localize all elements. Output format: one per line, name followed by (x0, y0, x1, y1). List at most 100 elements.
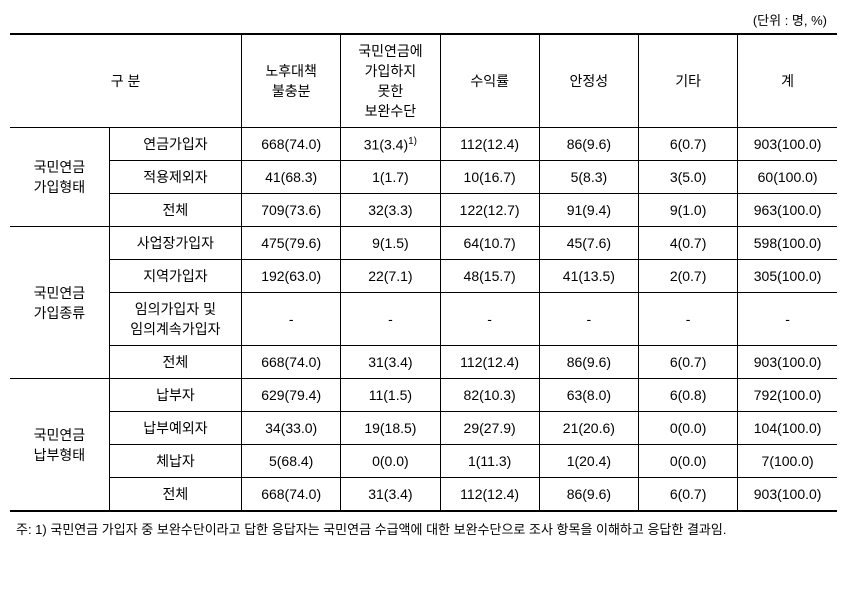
data-cell: 668(74.0) (242, 128, 341, 161)
data-cell: 192(63.0) (242, 260, 341, 293)
data-cell: 63(8.0) (539, 379, 638, 412)
unit-label: (단위 : 명, %) (10, 10, 837, 29)
data-cell: 6(0.8) (638, 379, 737, 412)
data-cell: 41(68.3) (242, 161, 341, 194)
data-cell: 11(1.5) (341, 379, 440, 412)
data-cell: 21(20.6) (539, 412, 638, 445)
data-cell: 45(7.6) (539, 227, 638, 260)
data-cell: 7(100.0) (738, 445, 837, 478)
data-cell: 629(79.4) (242, 379, 341, 412)
data-cell: 9(1.5) (341, 227, 440, 260)
row-label: 전체 (109, 346, 241, 379)
data-cell: - (539, 293, 638, 346)
table-row: 전체709(73.6)32(3.3)122(12.7)91(9.4)9(1.0)… (10, 194, 837, 227)
data-cell: - (738, 293, 837, 346)
table-row: 전체668(74.0)31(3.4)112(12.4)86(9.6)6(0.7)… (10, 346, 837, 379)
data-cell: 709(73.6) (242, 194, 341, 227)
data-cell: 64(10.7) (440, 227, 539, 260)
data-cell: 963(100.0) (738, 194, 837, 227)
table-row: 지역가입자192(63.0)22(7.1)48(15.7)41(13.5)2(0… (10, 260, 837, 293)
row-label: 적용제외자 (109, 161, 241, 194)
data-cell: 31(3.4) (341, 478, 440, 512)
group-label: 국민연금가입종류 (10, 227, 109, 379)
table-body: 국민연금가입형태연금가입자668(74.0)31(3.4)1)112(12.4)… (10, 128, 837, 512)
footnote: 주: 1) 국민연금 가입자 중 보완수단이라고 답한 응답자는 국민연금 수급… (52, 520, 837, 541)
data-cell: 60(100.0) (738, 161, 837, 194)
data-cell: 9(1.0) (638, 194, 737, 227)
data-cell: 6(0.7) (638, 478, 737, 512)
data-cell: 903(100.0) (738, 128, 837, 161)
data-cell: 104(100.0) (738, 412, 837, 445)
group-label: 국민연금납부형태 (10, 379, 109, 512)
table-row: 적용제외자41(68.3)1(1.7)10(16.7)5(8.3)3(5.0)6… (10, 161, 837, 194)
row-label: 체납자 (109, 445, 241, 478)
header-col1: 노후대책불충분 (242, 34, 341, 128)
data-cell: 0(0.0) (638, 445, 737, 478)
row-label: 임의가입자 및임의계속가입자 (109, 293, 241, 346)
data-cell: 31(3.4) (341, 346, 440, 379)
row-label: 납부예외자 (109, 412, 241, 445)
data-cell: 305(100.0) (738, 260, 837, 293)
data-cell: 0(0.0) (638, 412, 737, 445)
data-cell: 4(0.7) (638, 227, 737, 260)
data-cell: 792(100.0) (738, 379, 837, 412)
table-row: 납부예외자34(33.0)19(18.5)29(27.9)21(20.6)0(0… (10, 412, 837, 445)
data-cell: 2(0.7) (638, 260, 737, 293)
data-cell: - (638, 293, 737, 346)
header-category: 구 분 (10, 34, 242, 128)
data-cell: - (440, 293, 539, 346)
data-cell: 122(12.7) (440, 194, 539, 227)
header-col3: 수익률 (440, 34, 539, 128)
data-cell: 22(7.1) (341, 260, 440, 293)
row-label: 납부자 (109, 379, 241, 412)
data-cell: 6(0.7) (638, 346, 737, 379)
data-cell: 10(16.7) (440, 161, 539, 194)
data-cell: 1(1.7) (341, 161, 440, 194)
table-row: 전체668(74.0)31(3.4)112(12.4)86(9.6)6(0.7)… (10, 478, 837, 512)
row-label: 사업장가입자 (109, 227, 241, 260)
header-col6: 계 (738, 34, 837, 128)
data-cell: 86(9.6) (539, 478, 638, 512)
data-cell: 112(12.4) (440, 128, 539, 161)
row-label: 지역가입자 (109, 260, 241, 293)
data-cell: 86(9.6) (539, 128, 638, 161)
table-row: 국민연금가입형태연금가입자668(74.0)31(3.4)1)112(12.4)… (10, 128, 837, 161)
table-row: 국민연금가입종류사업장가입자475(79.6)9(1.5)64(10.7)45(… (10, 227, 837, 260)
data-cell: 3(5.0) (638, 161, 737, 194)
data-cell: 1(20.4) (539, 445, 638, 478)
data-cell: 34(33.0) (242, 412, 341, 445)
data-cell: 31(3.4)1) (341, 128, 440, 161)
header-col5: 기타 (638, 34, 737, 128)
data-cell: 6(0.7) (638, 128, 737, 161)
data-cell: 668(74.0) (242, 478, 341, 512)
row-label: 전체 (109, 478, 241, 512)
data-cell: 0(0.0) (341, 445, 440, 478)
data-cell: 598(100.0) (738, 227, 837, 260)
group-label: 국민연금가입형태 (10, 128, 109, 227)
data-cell: 5(68.4) (242, 445, 341, 478)
data-table: 구 분 노후대책불충분 국민연금에가입하지못한보완수단 수익률 안정성 기타 계… (10, 33, 837, 512)
header-col4: 안정성 (539, 34, 638, 128)
data-cell: 903(100.0) (738, 478, 837, 512)
data-cell: 41(13.5) (539, 260, 638, 293)
row-label: 전체 (109, 194, 241, 227)
data-cell: 91(9.4) (539, 194, 638, 227)
table-row: 국민연금납부형태납부자629(79.4)11(1.5)82(10.3)63(8.… (10, 379, 837, 412)
header-col2: 국민연금에가입하지못한보완수단 (341, 34, 440, 128)
row-label: 연금가입자 (109, 128, 241, 161)
data-cell: 668(74.0) (242, 346, 341, 379)
data-cell: 32(3.3) (341, 194, 440, 227)
table-row: 체납자5(68.4)0(0.0)1(11.3)1(20.4)0(0.0)7(10… (10, 445, 837, 478)
table-row: 임의가입자 및임의계속가입자------ (10, 293, 837, 346)
data-cell: 29(27.9) (440, 412, 539, 445)
data-cell: - (242, 293, 341, 346)
data-cell: 48(15.7) (440, 260, 539, 293)
data-cell: - (341, 293, 440, 346)
data-cell: 1(11.3) (440, 445, 539, 478)
data-cell: 19(18.5) (341, 412, 440, 445)
data-cell: 475(79.6) (242, 227, 341, 260)
data-cell: 82(10.3) (440, 379, 539, 412)
data-cell: 112(12.4) (440, 346, 539, 379)
data-cell: 112(12.4) (440, 478, 539, 512)
data-cell: 5(8.3) (539, 161, 638, 194)
